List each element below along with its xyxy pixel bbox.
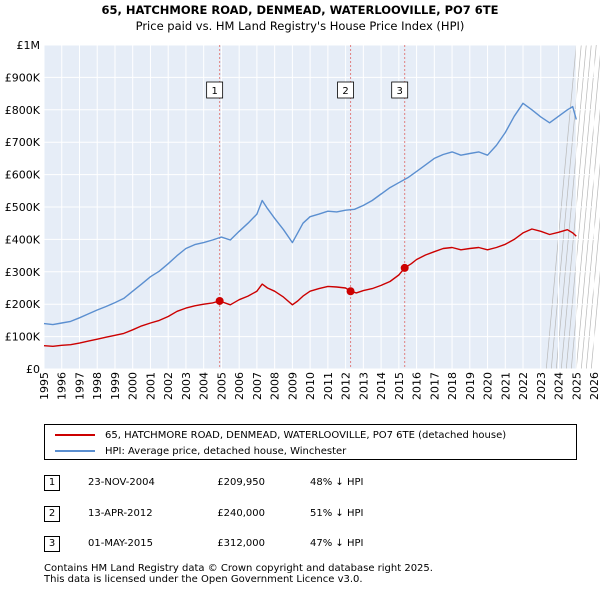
x-tick-label: 2019 (464, 372, 477, 400)
x-tick-label: 1997 (73, 372, 86, 400)
y-tick-label: £900K (5, 71, 41, 84)
x-tick-label: 2011 (322, 372, 335, 400)
transaction-number: 3 (44, 536, 60, 552)
y-tick-label: £0 (26, 363, 40, 376)
copyright-footer: Contains HM Land Registry data © Crown c… (44, 563, 433, 585)
x-tick-label: 2012 (340, 372, 353, 400)
legend-label-hpi: HPI: Average price, detached house, Winc… (105, 445, 347, 457)
annotation-box (206, 81, 224, 99)
x-tick-label: 2013 (357, 372, 370, 400)
transaction-number: 1 (44, 475, 60, 491)
annotation-label: 1 (211, 86, 217, 97)
sale-point (215, 296, 224, 305)
x-tick-label: 2010 (304, 372, 317, 400)
x-tick-label: 2008 (269, 372, 282, 400)
y-tick-label: £400K (5, 233, 41, 246)
hatch-line (585, 216, 600, 370)
legend-entry-property: 65, HATCHMORE ROAD, DENMEAD, WATERLOOVIL… (55, 427, 506, 443)
transaction-row: 3 01-MAY-2015 £312,000 47% ↓ HPI (0, 533, 600, 557)
x-tick-label: 2020 (482, 372, 495, 400)
hatch-line (590, 270, 600, 370)
footer-line-copyright: Contains HM Land Registry data © Crown c… (44, 563, 433, 574)
transaction-row: 2 13-APR-2012 £240,000 51% ↓ HPI (0, 503, 600, 527)
y-tick-label: £800K (5, 104, 41, 117)
x-tick-label: 2024 (553, 372, 566, 400)
y-tick-label: £1M (17, 39, 41, 52)
x-tick-label: 2000 (127, 372, 140, 400)
x-tick-label: 2018 (446, 372, 459, 400)
series-line-property (43, 228, 577, 347)
sale-point (346, 287, 355, 296)
x-tick-label: 2025 (570, 372, 583, 400)
x-tick-label: 2021 (499, 372, 512, 400)
x-tick-label: 2005 (215, 372, 228, 400)
y-tick-label: £300K (5, 266, 41, 279)
footer-line-licence: This data is licensed under the Open Gov… (44, 574, 363, 585)
transaction-hpi: 48% ↓ HPI (310, 477, 364, 488)
x-tick-label: 2006 (233, 372, 246, 400)
transaction-hpi: 51% ↓ HPI (310, 508, 364, 519)
x-tick-label: 2007 (251, 372, 264, 400)
x-tick-label: 2017 (428, 372, 441, 400)
y-tick-label: £500K (5, 201, 41, 214)
y-tick-label: £700K (5, 136, 41, 149)
annotation-box (391, 81, 409, 99)
chart-title: 65, HATCHMORE ROAD, DENMEAD, WATERLOOVIL… (101, 3, 499, 17)
chart-subtitle: Price paid vs. HM Land Registry's House … (135, 19, 465, 33)
x-tick-label: 2026 (588, 372, 600, 400)
x-tick-label: 1995 (38, 372, 51, 400)
x-tick-label: 2003 (180, 372, 193, 400)
x-tick-label: 2001 (144, 372, 157, 400)
annotation-label: 3 (397, 86, 403, 97)
x-tick-label: 2023 (535, 372, 548, 400)
x-tick-label: 2014 (375, 372, 388, 400)
y-tick-label: £600K (5, 169, 41, 182)
legend-label-property: 65, HATCHMORE ROAD, DENMEAD, WATERLOOVIL… (105, 429, 507, 441)
legend-swatch-property (55, 434, 95, 436)
transaction-price: £209,950 (217, 477, 265, 488)
transaction-date: 01-MAY-2015 (88, 538, 154, 549)
x-tick-label: 1998 (91, 372, 104, 400)
x-tick-label: 2022 (517, 372, 530, 400)
y-tick-label: £100K (5, 331, 41, 344)
y-tick-label: £200K (5, 298, 41, 311)
legend-swatch-hpi (55, 450, 95, 452)
chart-legend: 65, HATCHMORE ROAD, DENMEAD, WATERLOOVIL… (44, 424, 577, 460)
transaction-hpi: 47% ↓ HPI (310, 538, 364, 549)
transaction-row: 1 23-NOV-2004 £209,950 48% ↓ HPI (0, 472, 600, 496)
series-line-hpi (43, 102, 577, 326)
transaction-number: 2 (44, 506, 60, 522)
annotation-label: 2 (342, 86, 348, 97)
x-tick-label: 2015 (393, 372, 406, 400)
legend-entry-hpi: HPI: Average price, detached house, Winc… (55, 443, 346, 459)
annotation-box (337, 81, 354, 99)
x-tick-label: 1996 (56, 372, 69, 400)
transaction-date: 13-APR-2012 (88, 508, 153, 519)
x-tick-label: 2004 (198, 372, 211, 400)
transaction-price: £240,000 (217, 508, 265, 519)
x-tick-label: 1999 (109, 372, 122, 400)
hatch-line (580, 162, 600, 370)
x-tick-label: 2002 (162, 372, 175, 400)
transaction-date: 23-NOV-2004 (88, 477, 155, 488)
x-tick-label: 2009 (286, 372, 299, 400)
price-chart: £0 £100K £200K £300K £400K £500K £600K £700K £80… (5, 39, 600, 400)
sale-point (400, 263, 409, 272)
x-tick-label: 2016 (411, 372, 424, 400)
transaction-price: £312,000 (217, 538, 265, 549)
